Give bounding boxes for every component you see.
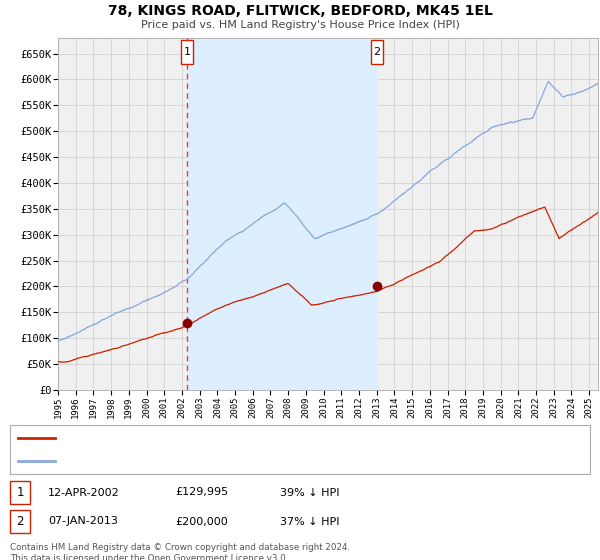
Text: 2: 2 (373, 47, 380, 57)
Text: 12-APR-2002: 12-APR-2002 (48, 488, 120, 497)
Text: 07-JAN-2013: 07-JAN-2013 (48, 516, 118, 526)
Text: Price paid vs. HM Land Registry's House Price Index (HPI): Price paid vs. HM Land Registry's House … (140, 20, 460, 30)
Text: £200,000: £200,000 (175, 516, 228, 526)
Text: 78, KINGS ROAD, FLITWICK, BEDFORD, MK45 1EL (detached house): 78, KINGS ROAD, FLITWICK, BEDFORD, MK45 … (60, 433, 410, 443)
Text: HPI: Average price, detached house, Central Bedfordshire: HPI: Average price, detached house, Cent… (60, 456, 361, 466)
Text: 37% ↓ HPI: 37% ↓ HPI (280, 516, 340, 526)
Text: 1: 1 (184, 47, 190, 57)
Text: £129,995: £129,995 (175, 488, 228, 497)
Bar (371, 40, 383, 64)
Text: 39% ↓ HPI: 39% ↓ HPI (280, 488, 340, 497)
Bar (187, 38, 377, 390)
Text: This data is licensed under the Open Government Licence v3.0.: This data is licensed under the Open Gov… (10, 554, 289, 560)
Text: 2: 2 (16, 515, 24, 528)
Text: Contains HM Land Registry data © Crown copyright and database right 2024.: Contains HM Land Registry data © Crown c… (10, 543, 350, 552)
Text: 1: 1 (16, 486, 24, 499)
Text: 78, KINGS ROAD, FLITWICK, BEDFORD, MK45 1EL: 78, KINGS ROAD, FLITWICK, BEDFORD, MK45 … (107, 4, 493, 18)
Bar (181, 40, 193, 64)
